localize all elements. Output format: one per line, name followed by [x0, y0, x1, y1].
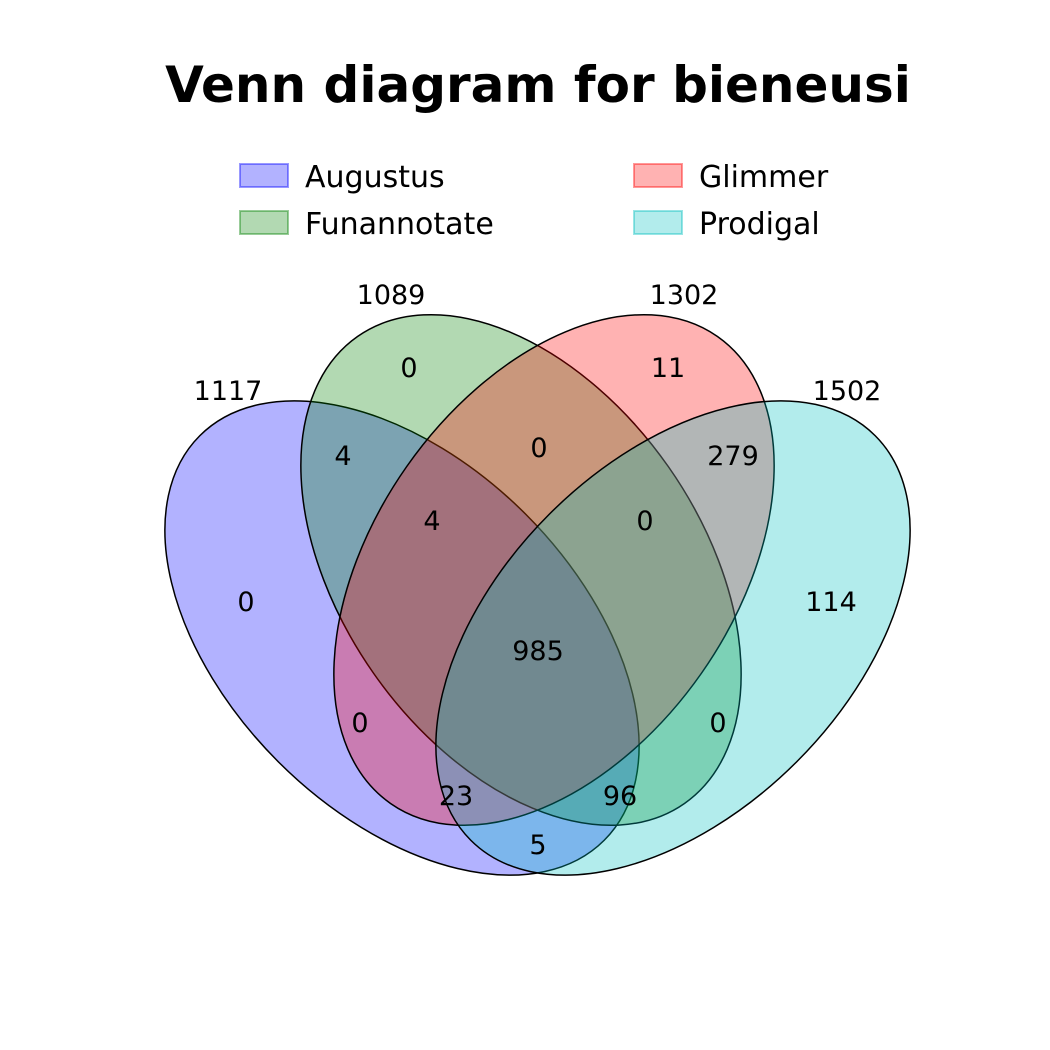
set-totals: 1117 1089 1302 1502: [194, 280, 882, 407]
region-count-funannotate-glimmer: 0: [530, 433, 547, 464]
region-count-all-four: 985: [512, 636, 564, 667]
region-count-funannotate-only: 0: [400, 353, 417, 384]
legend-label-augustus: Augustus: [305, 160, 445, 195]
set-ellipse-prodigal: [435, 400, 911, 876]
region-count-augustus-glimmer-prodigal: 23: [439, 781, 473, 812]
diagram-title: Venn diagram for bieneusi: [165, 56, 911, 114]
set-ellipse-glimmer: [333, 313, 775, 827]
legend-swatch-funannotate: [239, 210, 289, 235]
legend-swatch-prodigal: [633, 210, 683, 235]
total-augustus: 1117: [194, 376, 263, 407]
region-count-augustus-glimmer: 0: [351, 708, 368, 739]
total-glimmer: 1302: [650, 280, 719, 311]
set-ellipse-funannotate: [300, 313, 742, 827]
legend-swatch-glimmer: [633, 163, 683, 188]
region-count-glimmer-prodigal: 279: [707, 441, 759, 472]
region-count-augustus-funannotate-glimmer: 4: [423, 506, 440, 537]
total-prodigal: 1502: [813, 376, 882, 407]
legend-label-prodigal: Prodigal: [699, 207, 820, 242]
region-counts: 0 0 11 114 4 0 279 5 4 0 0 0 23 96 985: [237, 353, 856, 861]
region-count-glimmer-only: 11: [651, 353, 685, 384]
region-count-augustus-funannotate-prodigal: 96: [603, 781, 637, 812]
set-ellipse-augustus: [164, 400, 640, 876]
region-count-funannotate-glimmer-prodigal: 0: [636, 506, 653, 537]
legend-label-funannotate: Funannotate: [305, 207, 494, 242]
venn-sets: [164, 313, 911, 876]
legend: Augustus Funannotate Glimmer Prodigal: [239, 160, 829, 242]
region-count-augustus-prodigal: 5: [529, 830, 546, 861]
total-funannotate: 1089: [357, 280, 426, 311]
legend-label-glimmer: Glimmer: [699, 160, 829, 195]
region-count-augustus-only: 0: [237, 587, 254, 618]
legend-swatch-augustus: [239, 163, 289, 188]
region-count-prodigal-only: 114: [805, 587, 857, 618]
region-count-funannotate-prodigal: 0: [709, 708, 726, 739]
region-count-augustus-funannotate: 4: [334, 441, 351, 472]
